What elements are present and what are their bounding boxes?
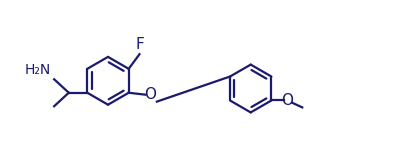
Text: O: O xyxy=(281,93,294,108)
Text: F: F xyxy=(136,37,145,52)
Text: H₂N: H₂N xyxy=(25,63,51,77)
Text: O: O xyxy=(144,87,156,102)
